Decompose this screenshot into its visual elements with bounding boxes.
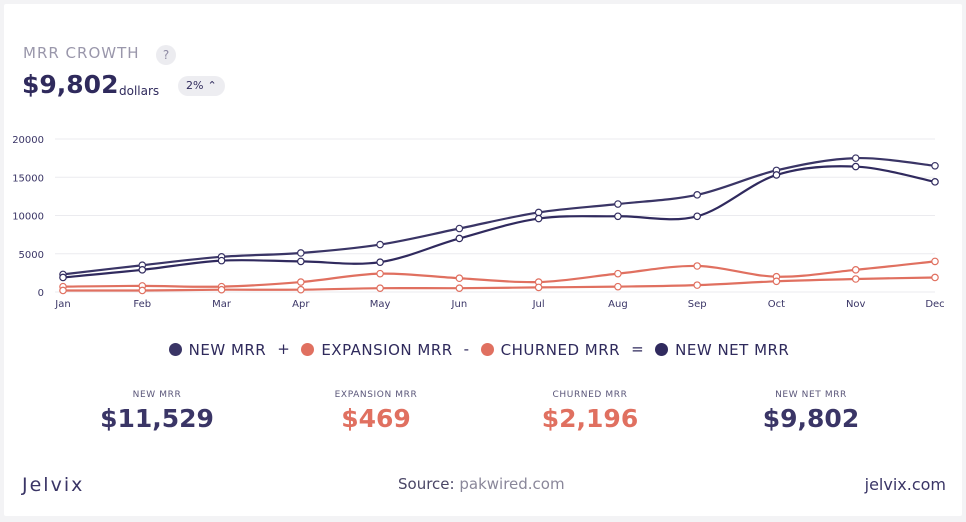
x-tick-label: Dec	[925, 299, 944, 310]
data-point	[297, 278, 305, 286]
legend-item-churned-mrr: CHURNED MRR	[480, 341, 620, 359]
data-point	[455, 274, 464, 283]
data-point	[772, 171, 781, 179]
source-label: Source:	[398, 475, 455, 493]
x-tick-label: Oct	[768, 299, 785, 310]
stat-label: CHURNED MRR	[552, 390, 628, 400]
change-badge[interactable]: 2% ⌃	[178, 76, 225, 96]
legend-dot	[480, 342, 494, 356]
data-point	[534, 208, 543, 217]
data-point	[931, 178, 939, 186]
stat-label: EXPANSION MRR	[334, 390, 418, 400]
data-point	[217, 285, 226, 294]
data-point	[138, 286, 147, 295]
data-point	[534, 214, 543, 223]
data-point	[614, 269, 622, 278]
stat-churned-mrr: CHURNED MRR $2,196	[500, 390, 680, 433]
legend-dot	[655, 342, 669, 356]
mrr-value: $9,802	[22, 70, 119, 99]
stat-label: NEW NET MRR	[775, 390, 847, 400]
data-point	[614, 212, 622, 221]
x-tick-label: Jul	[532, 299, 545, 310]
legend: NEW MRR + EXPANSION MRR - CHURNED MRR = NEW NE…	[0, 340, 958, 359]
legend-item-new-net-mrr: NEW NET MRR	[655, 341, 789, 359]
data-point	[931, 257, 939, 266]
data-point	[455, 224, 464, 233]
change-value: 2%	[186, 79, 204, 92]
legend-item-new-mrr: NEW MRR	[168, 341, 267, 359]
data-point	[693, 191, 701, 199]
mrr-unit: dollars	[119, 84, 160, 98]
y-tick-label: 20000	[12, 135, 44, 146]
stat-value: $2,196	[541, 404, 639, 433]
series-line-3	[61, 276, 937, 292]
mrr-card	[4, 4, 962, 516]
site-link[interactable]: jelvix.com	[864, 475, 946, 494]
x-tick-label: Feb	[133, 299, 151, 310]
mrr-line-chart: 0 5000 10000 15000 20000 Jan Feb Mar Apr May Jun Ju…	[12, 135, 944, 310]
series-line-0	[61, 157, 937, 276]
data-point	[851, 154, 860, 162]
data-point	[297, 257, 305, 266]
y-tick-label: 10000	[12, 212, 44, 223]
data-point	[693, 212, 701, 221]
data-point	[614, 282, 622, 291]
source-note: Source: pakwired.com	[398, 475, 565, 493]
data-point	[297, 285, 305, 294]
legend-operator: +	[277, 340, 291, 358]
data-point	[534, 283, 543, 292]
x-tick-label: Jun	[451, 299, 468, 310]
x-tick-label: May	[370, 299, 391, 310]
x-tick-label: Nov	[846, 299, 866, 310]
stat-expansion-mrr: EXPANSION MRR $469	[286, 390, 466, 433]
y-tick-label: 0	[38, 288, 44, 299]
help-icon[interactable]: ?	[156, 45, 176, 65]
data-point	[851, 275, 860, 283]
data-point	[376, 258, 384, 266]
x-tick-label: Mar	[212, 299, 232, 310]
data-point	[851, 266, 860, 274]
data-point	[376, 240, 384, 249]
stat-value: $9,802	[762, 404, 860, 433]
x-tick-label: Jan	[54, 299, 70, 310]
data-point	[297, 249, 305, 257]
data-point	[693, 281, 701, 289]
stat-label: NEW MRR	[132, 390, 182, 400]
stat-value: $11,529	[100, 404, 214, 433]
y-tick-label: 15000	[12, 173, 44, 184]
data-point	[59, 286, 67, 295]
data-point	[851, 162, 860, 171]
series-line-1	[61, 165, 937, 279]
x-tick-label: Sep	[688, 299, 707, 310]
legend-item-expansion-mrr: EXPANSION MRR	[301, 341, 452, 359]
legend-operator: -	[463, 340, 470, 358]
data-point	[376, 284, 384, 292]
jelvix-logo: Jelvix	[22, 474, 85, 496]
data-point	[59, 273, 67, 282]
series-line-2	[61, 260, 937, 288]
data-point	[138, 266, 147, 274]
data-point	[614, 200, 622, 208]
stat-new-net-mrr: NEW NET MRR $9,802	[721, 390, 901, 433]
legend-dot	[168, 342, 182, 356]
data-point	[455, 284, 464, 292]
legend-operator: =	[631, 340, 645, 358]
x-tick-label: Apr	[292, 299, 310, 310]
source-value: pakwired.com	[459, 475, 565, 493]
data-point	[217, 256, 226, 265]
x-tick-label: Aug	[608, 299, 628, 310]
data-point	[772, 277, 781, 286]
chevron-up-icon: ⌃	[207, 79, 217, 92]
data-point	[931, 273, 939, 282]
legend-dot	[301, 342, 315, 356]
stat-new-mrr: NEW MRR $11,529	[67, 390, 247, 433]
y-tick-label: 5000	[19, 250, 44, 261]
data-point	[931, 161, 939, 170]
chart-title: MRR CROWTH	[23, 44, 140, 62]
stat-value: $469	[341, 404, 411, 433]
data-point	[455, 234, 464, 243]
data-point	[693, 262, 701, 270]
data-point	[376, 269, 384, 278]
